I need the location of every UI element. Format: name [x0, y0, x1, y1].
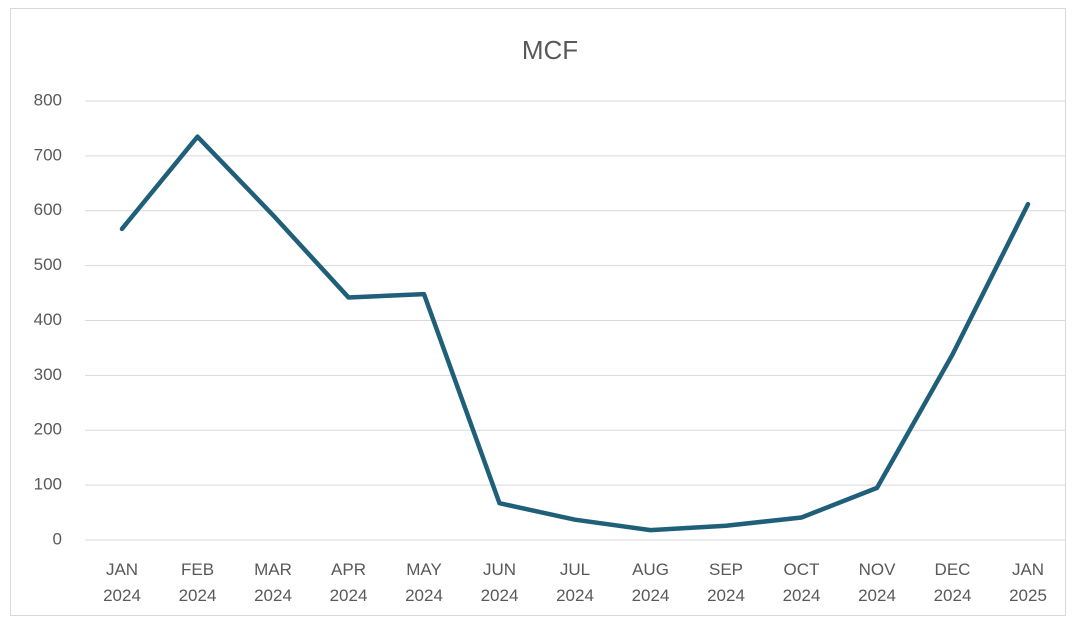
x-tick-label: FEB 2024	[178, 560, 217, 605]
y-tick-label: 700	[34, 145, 62, 164]
x-tick-label: OCT 2024	[782, 560, 821, 605]
y-tick-label: 400	[34, 310, 62, 329]
x-tick-label: AUG 2024	[631, 560, 670, 605]
x-tick-label: NOV 2024	[858, 560, 896, 605]
x-tick-label: JUL 2024	[556, 560, 594, 605]
y-tick-label: 200	[34, 420, 62, 439]
y-tick-label: 800	[34, 90, 62, 109]
data-line	[119, 134, 1031, 533]
x-tick-label: DEC 2024	[933, 560, 972, 605]
chart-frame	[10, 8, 1066, 616]
x-tick-label: APR 2024	[329, 560, 368, 605]
y-tick-label: 500	[34, 255, 62, 274]
x-tick-label: SEP 2024	[707, 560, 745, 605]
y-tick-label: 600	[34, 200, 62, 219]
x-tick-label: JAN 2024	[103, 560, 141, 605]
x-tick-label: MAY 2024	[405, 560, 443, 605]
x-tick-label: MAR 2024	[254, 560, 292, 605]
chart-title: MCF	[522, 35, 578, 65]
y-tick-label: 300	[34, 365, 62, 384]
y-tick-label: 100	[34, 475, 62, 494]
y-tick-label: 0	[53, 529, 62, 548]
x-tick-label: JUN 2024	[480, 560, 519, 605]
x-tick-label: JAN 2025	[1009, 560, 1047, 605]
